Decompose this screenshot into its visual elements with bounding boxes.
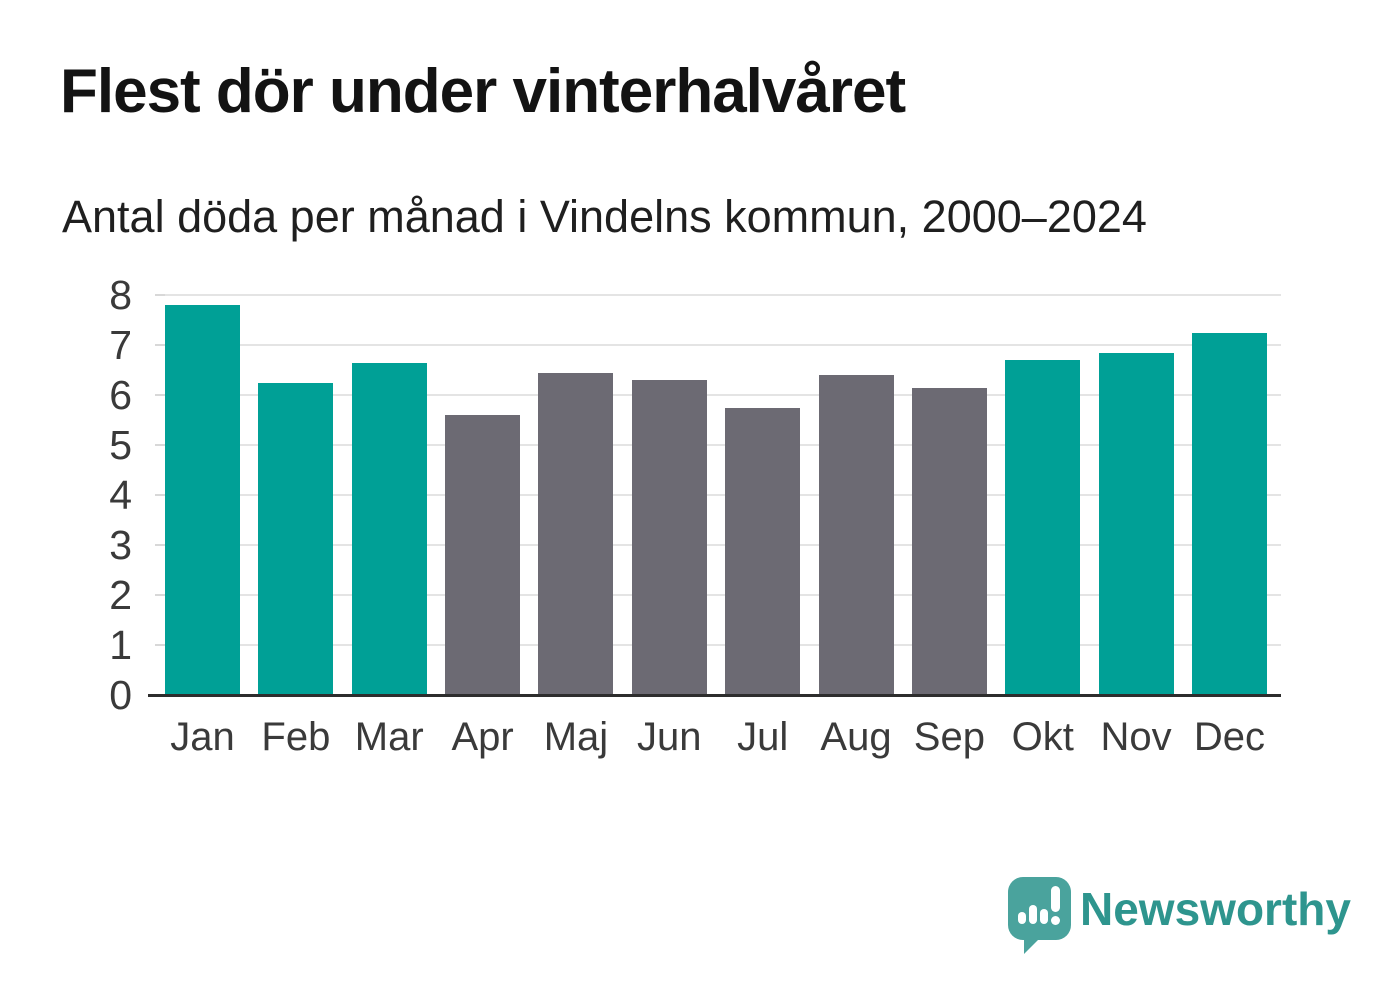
x-axis-label: Jun [637, 715, 702, 759]
y-axis-tick [155, 594, 165, 596]
bar-maj [538, 372, 614, 695]
y-axis-label: 5 [109, 422, 132, 468]
bar-sep [911, 387, 987, 695]
y-axis-label: 0 [109, 672, 132, 718]
bar-jun [631, 380, 707, 695]
logo-bar-icon [1018, 912, 1026, 924]
x-axis-label: Jul [737, 715, 789, 759]
page-title: Flest dör under vinterhalvåret [60, 57, 906, 126]
logo-exclamation-dot-icon [1051, 916, 1060, 925]
plot-area [148, 294, 1281, 697]
y-axis-label: 4 [109, 472, 132, 518]
x-axis-label: Mar [354, 715, 424, 759]
x-axis-label: Dec [1193, 715, 1266, 759]
y-axis-tick [155, 544, 165, 546]
y-axis-label: 3 [109, 522, 132, 568]
y-axis-tick [155, 644, 165, 646]
gridline [155, 344, 1281, 346]
y-axis-tick [155, 344, 165, 346]
logo-bar-icon [1029, 905, 1037, 924]
x-axis-label: Sep [913, 715, 985, 759]
gridline [155, 544, 1281, 546]
gridline [155, 394, 1281, 396]
speech-bubble-tail-icon [1024, 937, 1041, 954]
x-axis-label: Maj [543, 715, 609, 759]
bar-group [155, 295, 1281, 695]
bar-okt [1005, 360, 1081, 695]
logo-exclamation-icon [1051, 886, 1060, 912]
gridline [155, 594, 1281, 596]
bar-jul [725, 407, 801, 695]
bar-feb [258, 382, 334, 695]
bar-jan [165, 305, 240, 695]
y-axis-label: 2 [109, 572, 132, 618]
y-axis-label: 1 [109, 622, 132, 668]
y-axis-label: 6 [109, 372, 132, 418]
brand-name: Newsworthy [1080, 883, 1351, 935]
gridline [155, 444, 1281, 446]
gridline [155, 294, 1281, 296]
bar-aug [818, 375, 894, 695]
x-axis-label: Aug [820, 715, 892, 759]
y-axis-label: 7 [109, 322, 132, 368]
bar-dec [1191, 332, 1267, 695]
x-axis-label: Feb [261, 715, 331, 759]
y-axis-tick [155, 294, 165, 296]
gridline [155, 494, 1281, 496]
x-axis-label: Jan [170, 715, 235, 759]
x-axis-line [148, 694, 1281, 697]
y-axis-tick [155, 394, 165, 396]
x-axis-label: Nov [1100, 715, 1172, 759]
bar-apr [445, 415, 521, 695]
gridline [155, 644, 1281, 646]
bar-mar [351, 362, 427, 695]
y-axis-label: 8 [109, 272, 132, 318]
logo-bar-icon [1040, 909, 1048, 924]
x-axis-label: Apr [451, 715, 514, 759]
y-axis-tick [155, 444, 165, 446]
x-axis: Jan Feb Mar Apr Maj Jun Jul Aug Sep Okt Nov Dec [155, 712, 1281, 762]
bar-chart-speech-bubble-icon [1008, 877, 1071, 940]
y-axis-tick [155, 494, 165, 496]
chart-subtitle: Antal döda per månad i Vindelns kommun, … [62, 191, 1147, 242]
bar-nov [1098, 352, 1174, 695]
x-axis-label: Okt [1011, 715, 1074, 759]
